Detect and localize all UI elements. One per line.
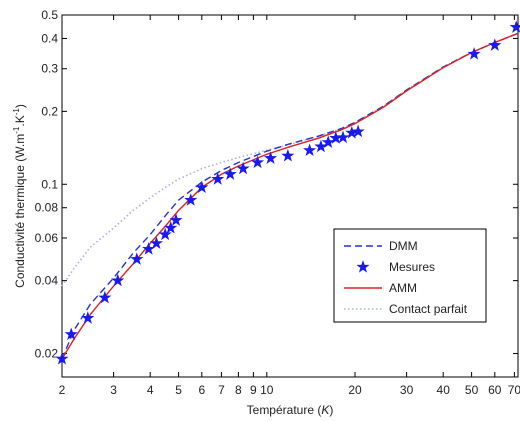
x-axis-title-part: Température ( <box>247 403 322 417</box>
data-point-mesures <box>184 193 198 206</box>
x-tick-label: 20 <box>348 383 362 397</box>
legend-label-amm: AMM <box>389 281 417 295</box>
data-point-mesures <box>195 180 209 194</box>
x-tick-label: 2 <box>59 383 66 397</box>
y-tick-label: 0.02 <box>35 347 59 361</box>
x-tick-label: 8 <box>235 383 242 397</box>
legend-box <box>333 228 487 323</box>
y-axis-title-mid: .K <box>13 115 27 126</box>
y-axis-title-close: ) <box>13 104 27 108</box>
x-tick-label: 30 <box>400 383 414 397</box>
data-point-mesures <box>321 135 335 148</box>
data-point-mesures <box>211 172 225 185</box>
data-point-mesures <box>250 155 265 169</box>
y-axis-title-exp1: -1 <box>12 126 21 134</box>
data-point-mesures <box>336 130 350 144</box>
x-tick-label: 6 <box>198 383 205 397</box>
data-point-mesures <box>158 227 172 241</box>
data-point-mesures <box>55 352 69 365</box>
y-axis: 0.02 0.04 0.06 0.08 0.1 0.2 0.3 0.4 0.5 <box>35 8 518 361</box>
data-point-mesures <box>281 148 295 162</box>
x-axis: 2 3 4 5 6 7 8 9 10 20 30 40 50 60 70 <box>59 15 520 397</box>
y-tick-label: 0.5 <box>41 8 58 22</box>
data-point-mesures <box>263 151 278 164</box>
y-tick-label: 0.08 <box>35 201 59 215</box>
x-tick-label: 4 <box>147 383 154 397</box>
x-tick-label: 9 <box>250 383 257 397</box>
legend-label-contact-parfait: Contact parfait <box>389 302 468 316</box>
data-point-mesures <box>98 290 112 304</box>
legend: DMM Mesures AMM Contact parfait <box>333 228 487 323</box>
y-tick-label: 0.1 <box>41 177 58 191</box>
y-axis-title: Conductivité thermique (W.m-1.K-1) <box>12 104 27 288</box>
legend-swatch-mesures <box>356 260 370 273</box>
plot-frame <box>61 14 519 378</box>
data-point-mesures <box>467 47 481 60</box>
legend-label-dmm: DMM <box>389 239 418 253</box>
x-axis-title-unit: K <box>321 403 330 417</box>
y-tick-label: 0.2 <box>41 104 58 118</box>
data-point-mesures <box>303 143 317 156</box>
x-tick-label: 70 <box>508 383 520 397</box>
data-point-mesures <box>164 221 178 234</box>
data-point-mesures <box>236 161 250 175</box>
x-tick-label: 3 <box>110 383 117 397</box>
x-tick-label: 10 <box>260 383 274 397</box>
data-point-mesures <box>81 311 95 324</box>
data-point-mesures <box>223 167 237 180</box>
x-axis-title-close: ) <box>329 403 333 417</box>
data-point-mesures <box>149 236 163 249</box>
x-tick-label: 50 <box>465 383 479 397</box>
legend-star-marker <box>356 260 370 273</box>
y-axis-title-exp2: -1 <box>12 108 21 116</box>
data-point-mesures <box>64 327 78 340</box>
x-tick-label: 7 <box>218 383 225 397</box>
data-point-mesures <box>488 38 502 51</box>
x-tick-label: 60 <box>488 383 502 397</box>
x-axis-title: Température (K) <box>247 403 334 417</box>
series-layer <box>55 20 520 365</box>
data-point-mesures <box>142 242 156 255</box>
data-point-mesures <box>130 252 144 265</box>
x-tick-label: 5 <box>175 383 182 397</box>
series-line-amm <box>61 32 519 360</box>
data-point-mesures <box>111 273 125 287</box>
y-tick-label: 0.4 <box>41 31 58 45</box>
data-point-mesures <box>169 213 183 226</box>
legend-label-mesures: Mesures <box>389 260 435 274</box>
x-tick-label: 40 <box>437 383 451 397</box>
y-tick-label: 0.04 <box>35 274 59 288</box>
y-tick-label: 0.3 <box>41 62 58 76</box>
y-tick-label: 0.06 <box>35 231 59 245</box>
data-point-mesures <box>509 20 520 33</box>
data-point-mesures <box>351 124 365 138</box>
y-axis-title-part: Conductivité thermique (W.m <box>13 134 27 288</box>
